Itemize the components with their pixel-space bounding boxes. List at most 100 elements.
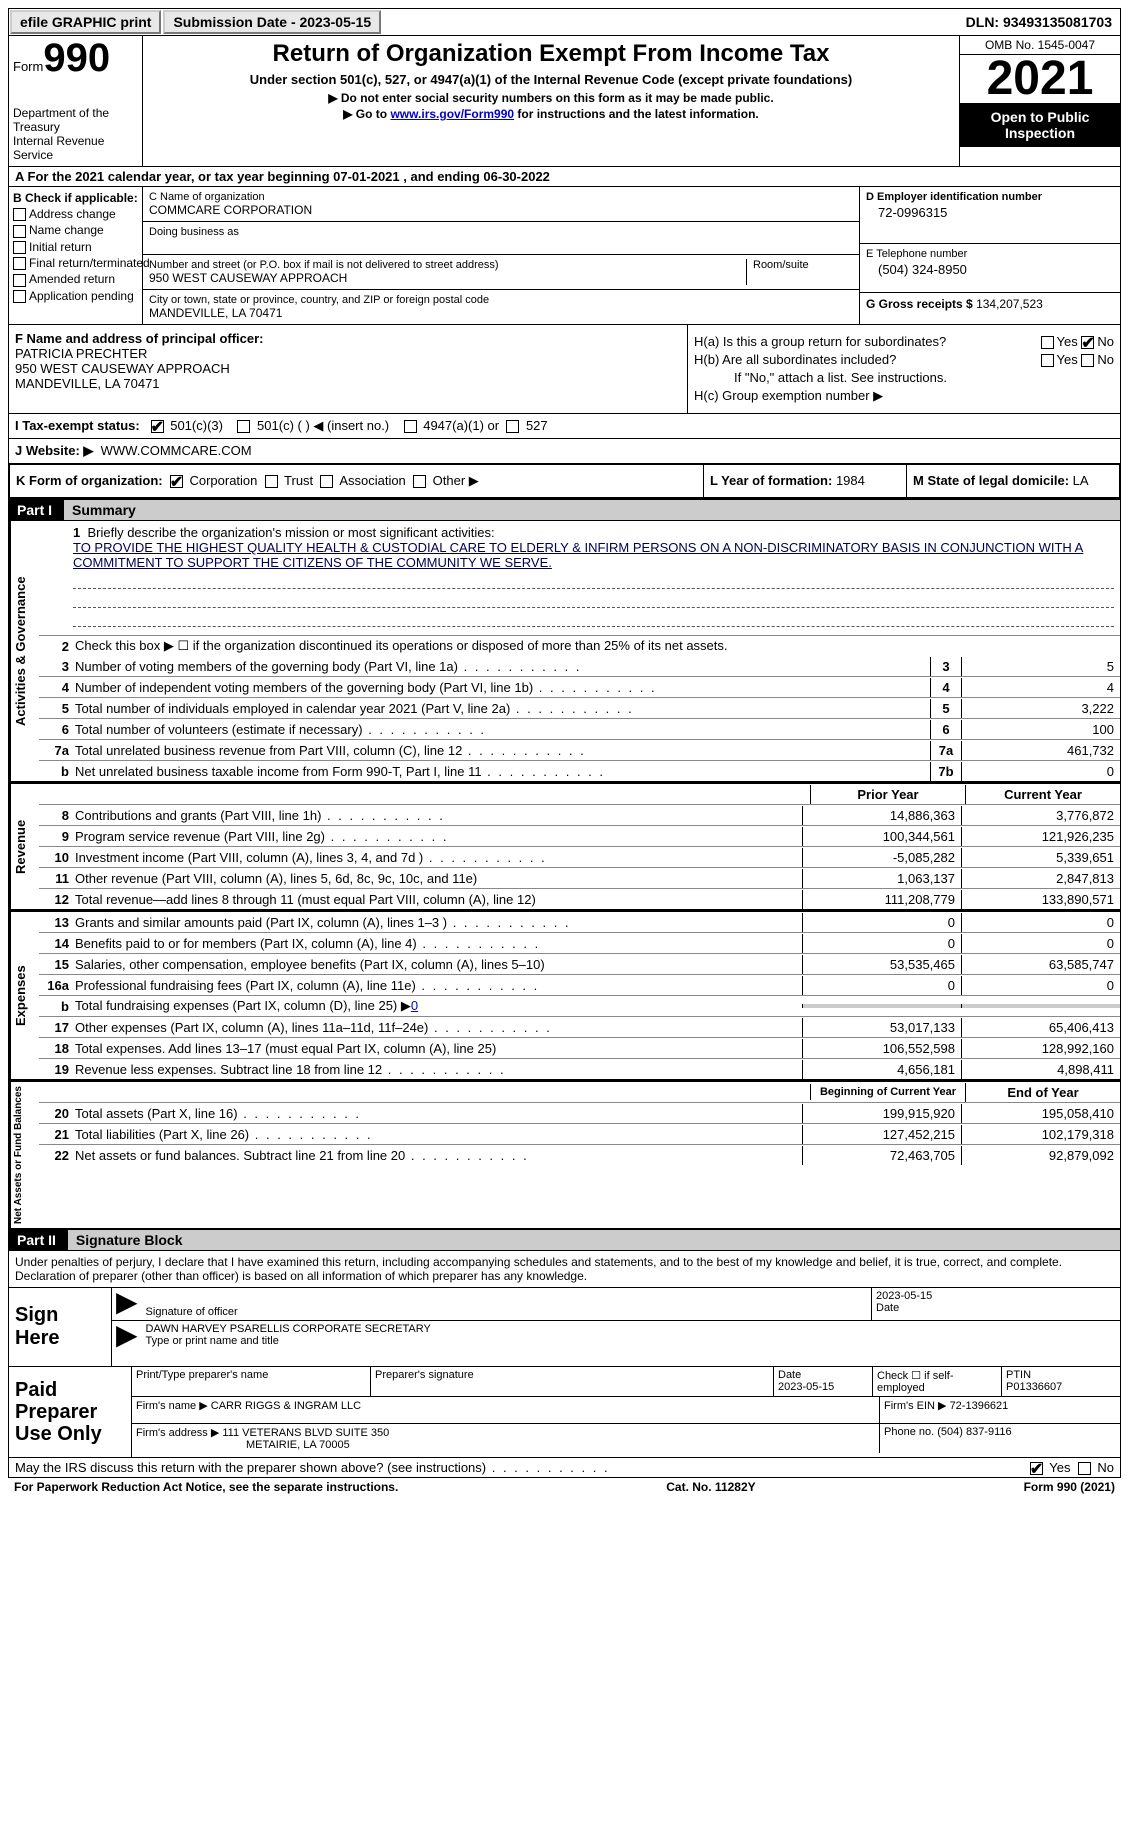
city-state-zip: MANDEVILLE, LA 70471	[149, 306, 853, 320]
current-year-hdr: Current Year	[965, 785, 1120, 804]
prep-check-label: Check ☐ if self-employed	[877, 1370, 954, 1394]
cb-amended[interactable]	[13, 274, 26, 287]
efile-print-button[interactable]: efile GRAPHIC print	[10, 10, 161, 34]
cb-initial-return[interactable]	[13, 241, 26, 254]
ein-value: 72-0996315	[866, 203, 1114, 222]
website-value: WWW.COMMCARE.COM	[101, 443, 252, 458]
year-formation: 1984	[836, 473, 865, 488]
hb-yes[interactable]	[1041, 354, 1054, 367]
line11-py: 1,063,137	[802, 869, 961, 888]
line7a-val: 461,732	[961, 741, 1120, 760]
discuss-yes[interactable]	[1030, 1462, 1043, 1475]
hb-line: H(b) Are all subordinates included? Yes …	[694, 352, 1114, 367]
irs-link[interactable]: www.irs.gov/Form990	[390, 107, 514, 121]
line22-cy: 92,879,092	[961, 1146, 1120, 1165]
line14-text: Benefits paid to or for members (Part IX…	[75, 934, 802, 953]
col-c-body: C Name of organization COMMCARE CORPORAT…	[143, 187, 859, 324]
cb-trust[interactable]	[265, 475, 278, 488]
opt-trust: Trust	[284, 473, 313, 488]
fundraising-link[interactable]: 0	[411, 998, 418, 1013]
yes-lbl2: Yes	[1057, 352, 1078, 367]
d-ein-label: D Employer identification number	[866, 191, 1114, 203]
line9-py: 100,344,561	[802, 827, 961, 846]
line21-text: Total liabilities (Part X, line 26)	[75, 1125, 802, 1144]
line11-cy: 2,847,813	[961, 869, 1120, 888]
ptin-label: PTIN	[1006, 1369, 1031, 1381]
line13-py: 0	[802, 913, 961, 932]
firm-ein-label: Firm's EIN ▶	[884, 1400, 947, 1412]
cb-other[interactable]	[413, 475, 426, 488]
footer-line: For Paperwork Reduction Act Notice, see …	[8, 1478, 1121, 1496]
cb-name-change[interactable]	[13, 225, 26, 238]
opt-name-change: Name change	[29, 223, 104, 237]
firm-name: CARR RIGGS & INGRAM LLC	[211, 1400, 361, 1412]
line7a-text: Total unrelated business revenue from Pa…	[75, 741, 930, 760]
cb-501c3[interactable]	[151, 420, 164, 433]
part2-title: Signature Block	[68, 1230, 1120, 1250]
cb-assoc[interactable]	[320, 475, 333, 488]
line18-text: Total expenses. Add lines 13–17 (must eq…	[75, 1039, 802, 1058]
open-public: Open to Public Inspection	[960, 103, 1120, 147]
phone-value: (504) 324-8950	[866, 260, 1114, 279]
line18-cy: 128,992,160	[961, 1039, 1120, 1058]
ha-text: H(a) Is this a group return for subordin…	[694, 334, 946, 349]
tax-year: 2021	[960, 55, 1120, 103]
line7b-text: Net unrelated business taxable income fr…	[75, 762, 930, 781]
opt-initial-return: Initial return	[29, 240, 92, 254]
form-header: Form990 Department of the Treasury Inter…	[8, 36, 1121, 167]
ssn-note: ▶ Do not enter social security numbers o…	[147, 91, 955, 105]
cb-527[interactable]	[506, 420, 519, 433]
opt-501c3: 501(c)(3)	[170, 418, 223, 433]
line17-cy: 65,406,413	[961, 1018, 1120, 1037]
fgh-row: F Name and address of principal officer:…	[8, 325, 1121, 414]
submission-date-button[interactable]: Submission Date - 2023-05-15	[163, 10, 381, 34]
officer-addr1: 950 WEST CAUSEWAY APPROACH	[15, 361, 681, 376]
line16a-py: 0	[802, 976, 961, 995]
ptin-value: P01336607	[1006, 1381, 1062, 1393]
firm-phone-label: Phone no.	[884, 1426, 934, 1438]
cb-4947[interactable]	[404, 420, 417, 433]
line18-py: 106,552,598	[802, 1039, 961, 1058]
l-label: L Year of formation:	[710, 473, 832, 488]
line16a-text: Professional fundraising fees (Part IX, …	[75, 976, 802, 995]
addr-label: Number and street (or P.O. box if mail i…	[149, 259, 746, 271]
col-de: D Employer identification number 72-0996…	[859, 187, 1120, 324]
form-title: Return of Organization Exempt From Incom…	[147, 40, 955, 68]
line19-cy: 4,898,411	[961, 1060, 1120, 1079]
goto-pre: ▶ Go to	[343, 107, 390, 121]
line20-text: Total assets (Part X, line 16)	[75, 1104, 802, 1123]
cb-corp[interactable]	[170, 475, 183, 488]
vtab-na: Net Assets or Fund Balances	[9, 1082, 39, 1228]
vtab-exp: Expenses	[9, 912, 39, 1079]
discuss-no[interactable]	[1078, 1462, 1091, 1475]
prior-year-hdr: Prior Year	[810, 785, 965, 804]
officer-printed-name: DAWN HARVEY PSARELLIS CORPORATE SECRETAR…	[146, 1323, 1116, 1335]
opt-corp: Corporation	[189, 473, 257, 488]
k-label: K Form of organization:	[16, 473, 163, 488]
discuss-row: May the IRS discuss this return with the…	[8, 1458, 1121, 1478]
firm-addr-label: Firm's address ▶	[136, 1427, 219, 1439]
firm-ein: 72-1396621	[950, 1400, 1009, 1412]
cb-address-change[interactable]	[13, 208, 26, 221]
no-lbl2: No	[1097, 352, 1114, 367]
ha-no[interactable]	[1081, 336, 1094, 349]
hb-no[interactable]	[1081, 354, 1094, 367]
line7b-val: 0	[961, 762, 1120, 781]
line17-py: 53,017,133	[802, 1018, 961, 1037]
line12-py: 111,208,779	[802, 890, 961, 909]
c-name-label: C Name of organization	[149, 191, 853, 203]
opt-4947: 4947(a)(1) or	[423, 418, 499, 433]
line8-cy: 3,776,872	[961, 806, 1120, 825]
line14-py: 0	[802, 934, 961, 953]
m-label: M State of legal domicile:	[913, 473, 1069, 488]
ha-yes[interactable]	[1041, 336, 1054, 349]
cb-app-pending[interactable]	[13, 290, 26, 303]
form-label: Form	[13, 59, 43, 74]
cb-501c[interactable]	[237, 420, 250, 433]
cb-final-return[interactable]	[13, 257, 26, 270]
line10-py: -5,085,282	[802, 848, 961, 867]
firm-addr2: METAIRIE, LA 70005	[136, 1439, 350, 1451]
prep-date-label: Date	[778, 1369, 801, 1381]
hb-note: If "No," attach a list. See instructions…	[694, 370, 1114, 385]
klm-row: K Form of organization: Corporation Trus…	[8, 464, 1121, 499]
